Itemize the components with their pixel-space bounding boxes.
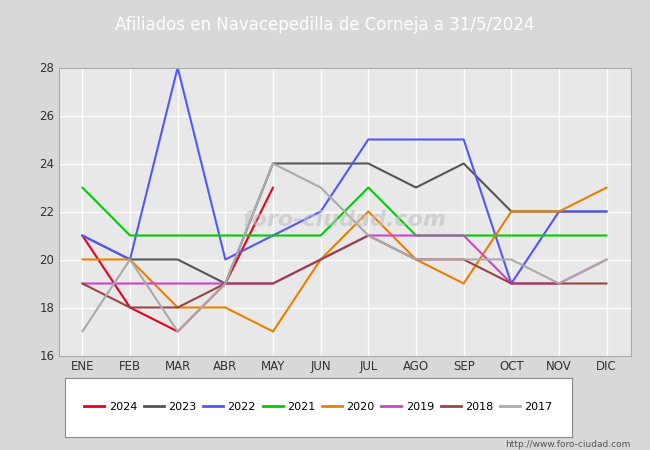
Text: foro-ciudad.com: foro-ciudad.com: [242, 210, 447, 230]
Text: Afiliados en Navacepedilla de Corneja a 31/5/2024: Afiliados en Navacepedilla de Corneja a …: [115, 16, 535, 34]
Legend: 2024, 2023, 2022, 2021, 2020, 2019, 2018, 2017: 2024, 2023, 2022, 2021, 2020, 2019, 2018…: [79, 397, 558, 418]
Text: http://www.foro-ciudad.com: http://www.foro-ciudad.com: [505, 440, 630, 449]
